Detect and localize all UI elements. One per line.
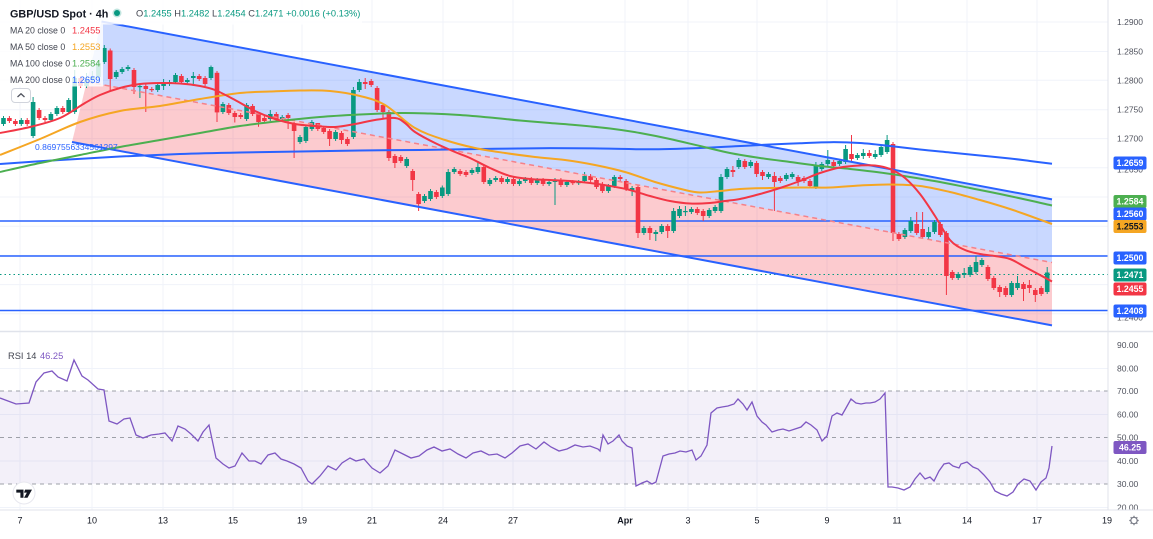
svg-text:3: 3 bbox=[685, 516, 690, 526]
svg-text:40.00: 40.00 bbox=[1117, 456, 1139, 466]
svg-text:19: 19 bbox=[1102, 516, 1112, 526]
svg-text:70.00: 70.00 bbox=[1117, 386, 1139, 396]
svg-text:GBP/USD Spot · 4h: GBP/USD Spot · 4h bbox=[10, 9, 108, 21]
svg-text:46.25: 46.25 bbox=[1119, 443, 1141, 453]
svg-text:1.2455: 1.2455 bbox=[72, 26, 100, 36]
svg-text:17: 17 bbox=[1032, 516, 1042, 526]
svg-text:0.8697556334561297: 0.8697556334561297 bbox=[35, 142, 118, 152]
svg-text:24: 24 bbox=[438, 516, 448, 526]
svg-text:MA 50 close 0: MA 50 close 0 bbox=[10, 42, 65, 52]
svg-text:5: 5 bbox=[754, 516, 759, 526]
svg-text:1.2560: 1.2560 bbox=[1117, 209, 1144, 219]
svg-text:1.2659: 1.2659 bbox=[1117, 158, 1144, 168]
svg-text:1.2471: 1.2471 bbox=[1117, 270, 1144, 280]
svg-text:19: 19 bbox=[297, 516, 307, 526]
svg-text:MA 20 close 0: MA 20 close 0 bbox=[10, 26, 65, 36]
svg-text:1.2850: 1.2850 bbox=[1117, 47, 1143, 57]
svg-text:1.2659: 1.2659 bbox=[72, 75, 100, 85]
svg-text:50.00: 50.00 bbox=[1117, 433, 1139, 443]
svg-text:1.2553: 1.2553 bbox=[1117, 222, 1144, 232]
svg-text:O1.2455 H1.2482 L1.2454 C1.247: O1.2455 H1.2482 L1.2454 C1.2471 +0.0016 … bbox=[136, 9, 360, 19]
svg-text:30.00: 30.00 bbox=[1117, 479, 1139, 489]
svg-text:1.2408: 1.2408 bbox=[1117, 306, 1144, 316]
svg-text:RSI 14: RSI 14 bbox=[8, 351, 36, 361]
svg-text:9: 9 bbox=[824, 516, 829, 526]
svg-text:13: 13 bbox=[158, 516, 168, 526]
svg-text:27: 27 bbox=[508, 516, 518, 526]
svg-text:14: 14 bbox=[962, 516, 972, 526]
svg-text:Apr: Apr bbox=[617, 516, 633, 526]
svg-text:90.00: 90.00 bbox=[1117, 340, 1139, 350]
svg-text:80.00: 80.00 bbox=[1117, 364, 1139, 374]
svg-text:1.2900: 1.2900 bbox=[1117, 17, 1143, 27]
svg-text:1.2700: 1.2700 bbox=[1117, 134, 1143, 144]
svg-text:1.2800: 1.2800 bbox=[1117, 75, 1143, 85]
svg-text:1.2750: 1.2750 bbox=[1117, 105, 1143, 115]
svg-text:10: 10 bbox=[87, 516, 97, 526]
svg-text:1.2584: 1.2584 bbox=[72, 59, 100, 69]
svg-text:1.2553: 1.2553 bbox=[72, 42, 100, 52]
svg-text:1.2584: 1.2584 bbox=[1117, 197, 1144, 207]
svg-text:60.00: 60.00 bbox=[1117, 410, 1139, 420]
svg-text:1.2500: 1.2500 bbox=[1117, 253, 1144, 263]
svg-text:1.2455: 1.2455 bbox=[1117, 284, 1144, 294]
svg-text:11: 11 bbox=[892, 516, 901, 526]
svg-text:MA 200 close 0: MA 200 close 0 bbox=[10, 75, 70, 85]
svg-text:20.00: 20.00 bbox=[1117, 503, 1139, 513]
svg-text:15: 15 bbox=[228, 516, 238, 526]
svg-text:7: 7 bbox=[17, 516, 22, 526]
svg-text:21: 21 bbox=[367, 516, 377, 526]
svg-text:46.25: 46.25 bbox=[40, 351, 63, 361]
svg-text:MA 100 close 0: MA 100 close 0 bbox=[10, 59, 70, 69]
